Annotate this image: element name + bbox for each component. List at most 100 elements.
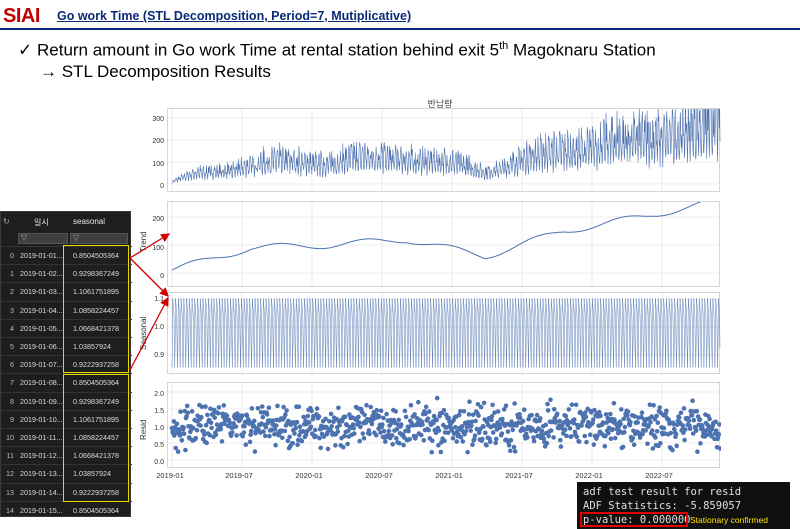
resid-point	[240, 434, 245, 439]
table-row[interactable]: 7 2019-01-08... 0.8504505364	[1, 373, 132, 389]
table-row[interactable]: 4 2019-01-05... 1.0668421378	[1, 318, 132, 335]
resid-point	[233, 424, 239, 429]
row-seasonal-value: 1.03857924	[73, 469, 111, 479]
arrow-to-seasonal	[129, 257, 169, 297]
table-row[interactable]: 10 2019-01-11... 1.0858224457	[1, 428, 132, 444]
row-seasonal-value: 1.0668421378	[73, 451, 119, 461]
resid-point	[668, 430, 673, 436]
resid-point	[546, 433, 551, 439]
resid-point	[483, 430, 488, 436]
resid-point	[442, 438, 447, 444]
row-date: 2019-01-08...	[20, 378, 63, 388]
column-header-seasonal[interactable]: seasonal	[73, 217, 106, 226]
resid-point	[402, 408, 408, 414]
resid-point	[709, 426, 715, 432]
resid-point	[717, 422, 721, 427]
filter-icon: ▽	[21, 233, 28, 242]
table-row[interactable]: 12 2019-01-13... 1.03857924	[1, 464, 132, 480]
resid-point	[460, 439, 466, 444]
row-seasonal-value: 1.0858224457	[73, 305, 119, 315]
resid-point	[592, 407, 597, 413]
resid-point	[539, 428, 545, 434]
resid-point	[648, 419, 653, 425]
ytick-label: 1.1	[154, 296, 164, 303]
resid-point	[178, 409, 183, 414]
refresh-icon[interactable]: ↻	[3, 217, 10, 226]
resid-point	[698, 441, 703, 446]
resid-point	[381, 415, 386, 421]
xtick-label: 2020-07	[365, 471, 393, 480]
resid-point	[198, 423, 203, 428]
table-row[interactable]: 6 2019-01-07... 0.9222937258	[1, 355, 132, 371]
resid-point	[195, 413, 200, 418]
row-index: 10	[6, 433, 14, 442]
resid-point	[612, 435, 618, 441]
resid-point	[506, 443, 512, 448]
resid-point	[389, 420, 394, 426]
console-line-1: adf test result for resid	[583, 486, 742, 498]
table-row[interactable]: 9 2019-01-10... 1.1061751895	[1, 409, 132, 426]
resid-point	[336, 405, 341, 411]
resid-point	[305, 413, 311, 419]
column-header-date[interactable]: 일시	[34, 218, 49, 227]
table-row[interactable]: 5 2019-01-06... 1.03857924	[1, 337, 132, 353]
resid-point	[557, 418, 562, 424]
resid-point	[673, 431, 679, 437]
row-seasonal-value: 1.03857924	[73, 342, 111, 351]
resid-point	[251, 423, 256, 429]
resid-point	[426, 409, 432, 414]
table-row[interactable]: 8 2019-01-09... 0.9298367249	[1, 391, 132, 408]
resid-point	[421, 438, 427, 443]
resid-point	[689, 413, 695, 418]
row-date: 2019-01-03...	[20, 287, 63, 297]
resid-point	[214, 422, 220, 427]
resid-point	[300, 428, 306, 434]
resid-point	[700, 425, 705, 430]
resid-point	[688, 408, 693, 414]
resid-point	[687, 426, 693, 431]
resid-point	[598, 413, 603, 419]
resid-point	[301, 414, 306, 420]
console-line-2: ADF Statistics: -5.859057	[583, 500, 742, 512]
resid-point	[531, 435, 536, 440]
table-row[interactable]: 3 2019-01-04... 1.0858224457	[1, 300, 132, 317]
resid-point	[512, 401, 517, 406]
table-row[interactable]: 2 2019-01-03... 1.1061751895	[1, 282, 132, 298]
resid-point	[551, 435, 556, 440]
resid-point	[273, 442, 278, 448]
row-date: 2019-01-02...	[20, 269, 63, 279]
seasonal-filter-input[interactable]: ▽	[70, 233, 128, 244]
resid-point	[361, 436, 367, 441]
observed-panel	[167, 108, 721, 193]
ytick-label: 2.0	[154, 391, 164, 398]
resid-point	[569, 402, 575, 407]
table-row[interactable]: 11 2019-01-12... 1.0668421378	[1, 446, 132, 462]
resid-point	[438, 449, 444, 455]
row-seasonal-value: 0.8504505364	[73, 505, 119, 515]
resid-point	[275, 403, 280, 409]
resid-point	[296, 404, 302, 409]
row-index: 3	[10, 305, 14, 315]
resid-point	[690, 398, 695, 403]
resid-point	[478, 404, 484, 410]
resid-point	[436, 443, 441, 448]
resid-point	[184, 403, 190, 409]
ytick-label: 100	[152, 245, 164, 252]
resid-point	[674, 443, 679, 449]
resid-point	[259, 404, 265, 409]
date-filter-input[interactable]: ▽	[18, 233, 68, 244]
table-row[interactable]: 1 2019-01-02... 0.9298367249	[1, 264, 132, 280]
resid-point	[489, 417, 494, 423]
resid-point	[650, 428, 655, 433]
table-row[interactable]: 0 2019-01-01... 0.8504505364	[1, 246, 132, 262]
table-row[interactable]: 13 2019-01-14... 0.9222937258	[1, 482, 132, 499]
resid-point	[208, 420, 214, 425]
resid-point	[308, 424, 314, 430]
resid-point	[227, 420, 233, 425]
resid-point	[393, 409, 398, 414]
resid-point	[525, 435, 530, 440]
resid-point	[380, 422, 385, 427]
resid-point	[426, 427, 431, 433]
resid-point	[181, 431, 187, 436]
resid-point	[373, 433, 379, 438]
